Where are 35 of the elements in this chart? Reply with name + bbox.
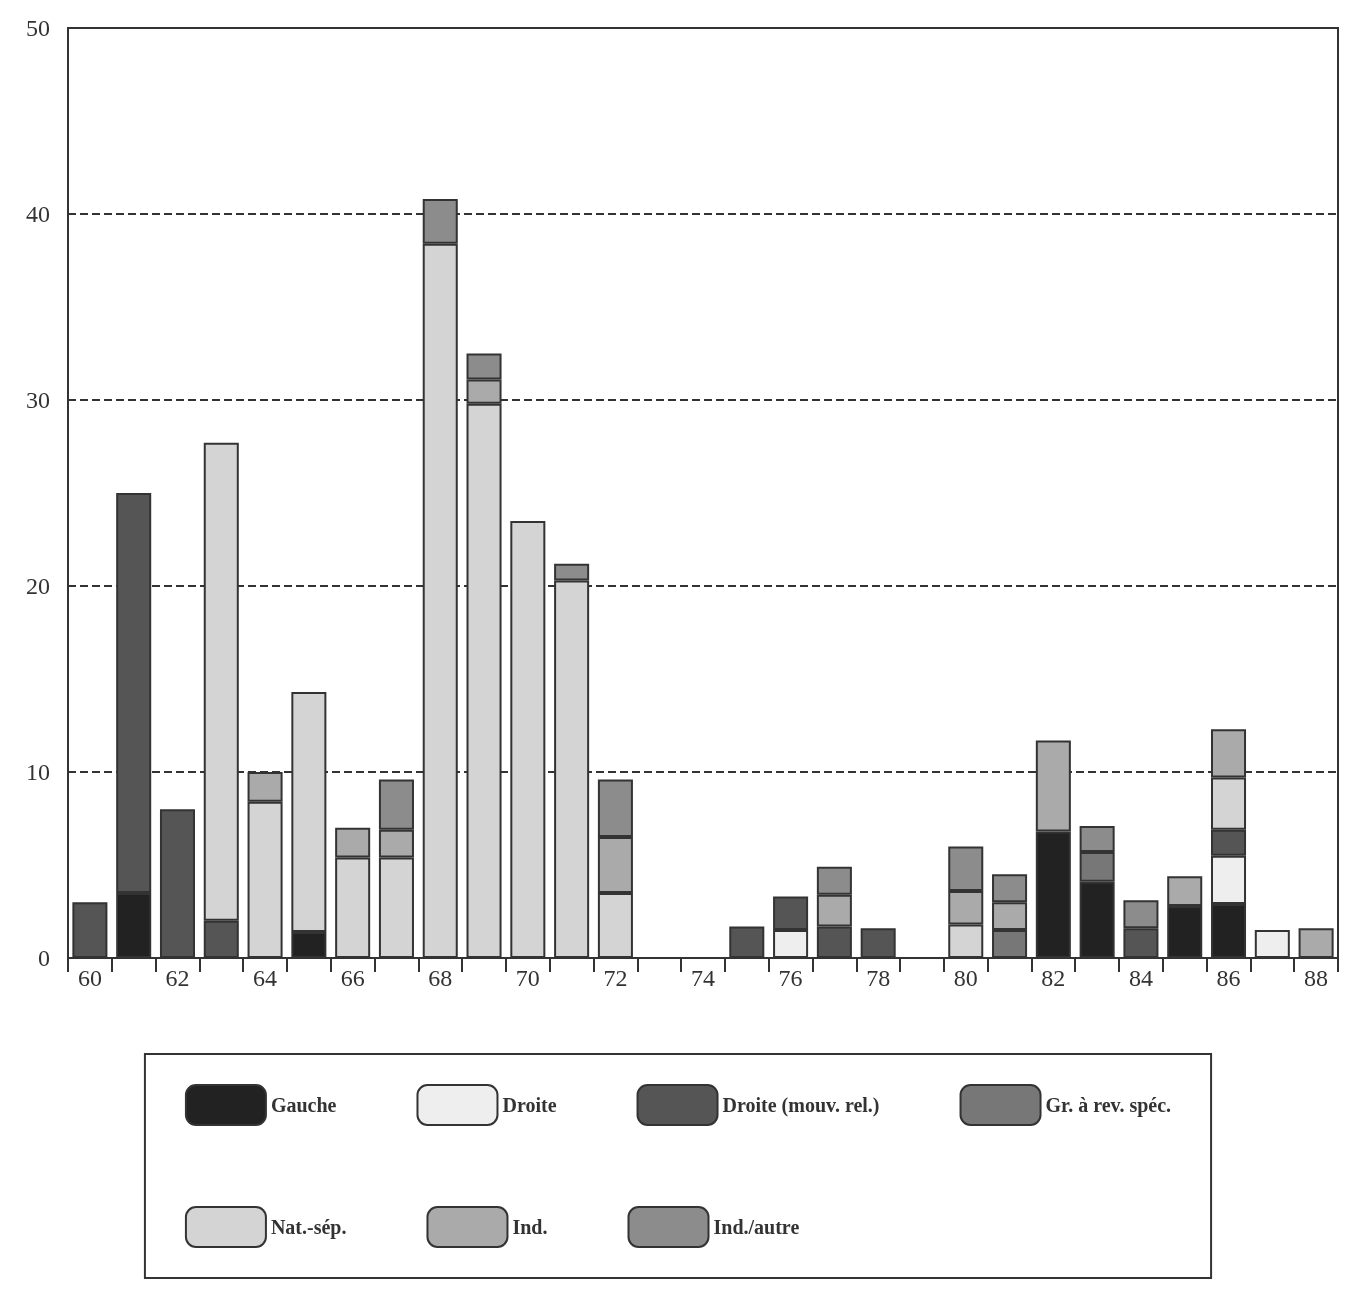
x-tick-label: 80 — [953, 965, 978, 991]
legend-label: Gr. à rev. spéc. — [1045, 1094, 1172, 1117]
bar — [729, 926, 765, 958]
y-tick-label: 10 — [26, 759, 50, 785]
legend-label: Gauche — [270, 1094, 337, 1116]
y-tick-label: 50 — [26, 15, 50, 41]
y-tick-label: 20 — [26, 573, 50, 599]
x-tick-label: 60 — [77, 965, 102, 991]
legend-label: Droite (mouv. rel.) — [722, 1094, 880, 1117]
x-tick-label: 66 — [340, 965, 365, 991]
y-tick-label: 30 — [26, 387, 50, 413]
y-tick-label: 40 — [26, 201, 50, 227]
bar — [510, 520, 546, 958]
legend-label: Ind./autre — [713, 1216, 800, 1238]
x-tick-label: 68 — [428, 965, 453, 991]
x-tick-label: 84 — [1128, 965, 1153, 991]
x-tick-label: 74 — [691, 965, 715, 991]
bar — [860, 928, 896, 958]
legend-label: Nat.-sép. — [270, 1216, 347, 1239]
legend-label: Droite — [502, 1094, 557, 1116]
bar — [1298, 928, 1334, 958]
legend-label: Ind. — [512, 1216, 548, 1238]
x-tick-label: 76 — [778, 965, 803, 991]
x-tick-label: 72 — [603, 965, 628, 991]
x-tick-label: 86 — [1216, 965, 1241, 991]
x-tick-label: 88 — [1304, 965, 1329, 991]
x-tick-label: 70 — [515, 965, 540, 991]
x-tick-label: 82 — [1041, 965, 1066, 991]
x-tick-label: 78 — [866, 965, 891, 991]
x-tick-label: 62 — [165, 965, 190, 991]
bar — [159, 809, 195, 958]
x-tick-label: 64 — [253, 965, 278, 991]
bar — [72, 902, 108, 958]
bar — [1254, 930, 1290, 958]
y-tick-label: 0 — [38, 945, 50, 971]
